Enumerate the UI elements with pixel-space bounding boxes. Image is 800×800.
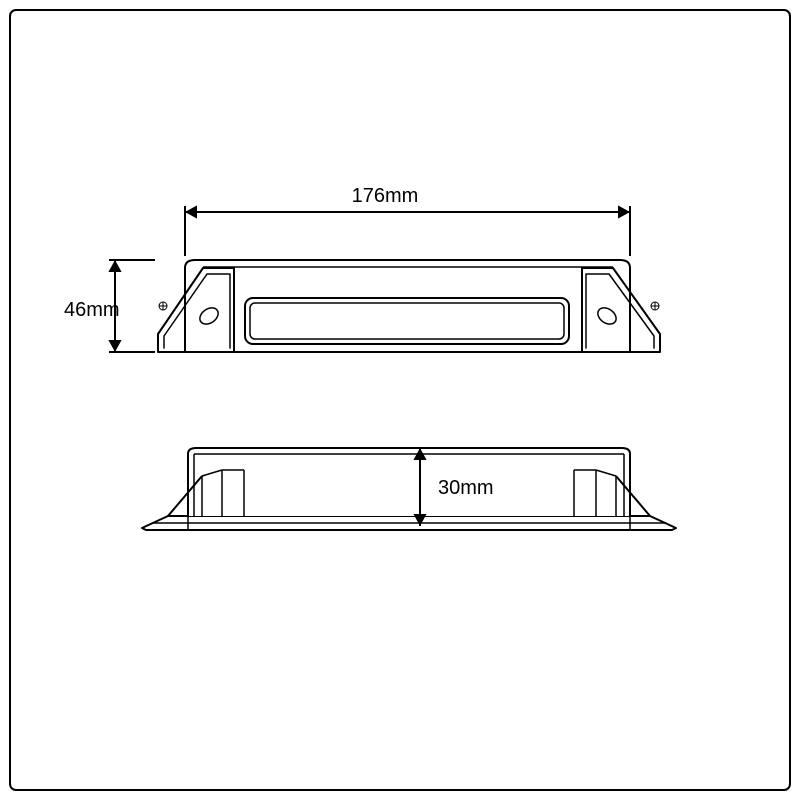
dimension-height-label: 46mm	[64, 299, 120, 321]
front-view	[158, 260, 660, 352]
dimension-width	[185, 205, 630, 256]
dimension-depth-label: 30mm	[438, 477, 494, 499]
top-view	[142, 448, 676, 530]
dimension-width-label: 176mm	[352, 185, 419, 207]
frame-border	[10, 10, 790, 790]
